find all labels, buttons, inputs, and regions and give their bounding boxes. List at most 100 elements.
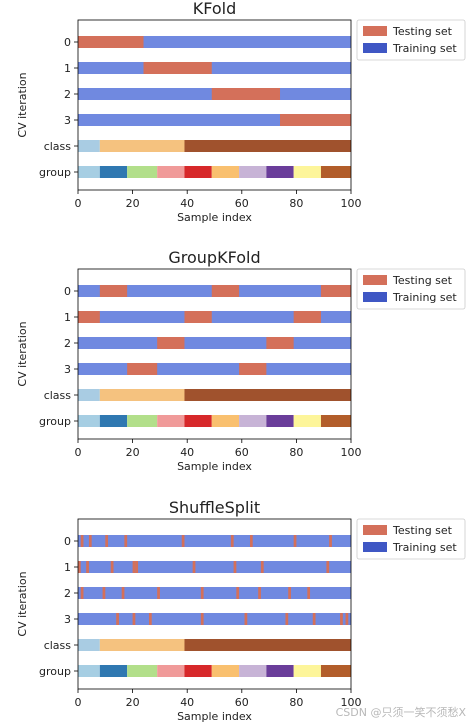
test-segment bbox=[78, 36, 144, 48]
legend-swatch bbox=[363, 525, 387, 535]
class-segment bbox=[99, 140, 185, 152]
test-segment bbox=[132, 613, 136, 625]
y-tick-label: 3 bbox=[64, 363, 71, 376]
y-tick-label: 2 bbox=[64, 587, 71, 600]
class-segment bbox=[78, 639, 100, 651]
test-segment bbox=[192, 561, 196, 573]
train-bar bbox=[78, 535, 351, 547]
panel-1: KFold 0 1 2 3 class group 0 20 40 60 80 100 Sample in… bbox=[16, 0, 466, 224]
x-tick-label: 80 bbox=[289, 696, 303, 709]
panel-3: ShuffleSplit 0 1 2 3 class group 0 20 40 60 80 100 Sa… bbox=[16, 498, 466, 723]
panel-2: GroupKFold 0 1 2 3 class group 0 20 40 60 80 100 Samp… bbox=[16, 248, 466, 473]
test-segment bbox=[258, 587, 261, 599]
group-segment bbox=[266, 415, 294, 427]
y-tick-label: class bbox=[44, 639, 72, 652]
group-segment bbox=[78, 166, 100, 178]
x-tick-label: 20 bbox=[126, 446, 140, 459]
test-segment bbox=[280, 114, 351, 126]
group-segment bbox=[99, 415, 128, 427]
group-segment bbox=[320, 415, 351, 427]
legend: Testing set Training set bbox=[356, 268, 466, 310]
legend-label: Testing set bbox=[392, 25, 453, 38]
legend-swatch bbox=[363, 275, 387, 285]
group-segment bbox=[99, 166, 128, 178]
train-bar bbox=[78, 363, 351, 375]
y-tick-label: 3 bbox=[64, 613, 71, 626]
test-segment bbox=[340, 613, 343, 625]
group-segment bbox=[184, 415, 212, 427]
x-tick-label: 80 bbox=[289, 446, 303, 459]
x-axis-label: Sample index bbox=[177, 710, 252, 723]
test-segment bbox=[78, 561, 81, 573]
test-segment bbox=[211, 285, 240, 297]
group-segment bbox=[127, 415, 158, 427]
y-tick-label: 2 bbox=[64, 88, 71, 101]
group-segment bbox=[184, 665, 212, 677]
group-segment bbox=[320, 166, 351, 178]
class-segment bbox=[78, 140, 100, 152]
y-tick-label: class bbox=[44, 140, 72, 153]
y-tick-label: 2 bbox=[64, 337, 71, 350]
x-tick-label: 40 bbox=[180, 197, 194, 210]
x-tick-label: 20 bbox=[126, 696, 140, 709]
class-segment bbox=[184, 639, 351, 651]
train-bar bbox=[78, 36, 351, 48]
test-segment bbox=[116, 613, 119, 625]
test-segment bbox=[200, 587, 204, 599]
group-segment bbox=[266, 665, 294, 677]
x-axis-label: Sample index bbox=[177, 211, 252, 224]
x-tick-label: 0 bbox=[75, 446, 82, 459]
test-segment bbox=[293, 311, 321, 323]
group-segment bbox=[293, 665, 321, 677]
test-segment bbox=[135, 561, 139, 573]
test-segment bbox=[288, 587, 291, 599]
test-segment bbox=[80, 587, 84, 599]
group-segment bbox=[293, 415, 321, 427]
test-segment bbox=[230, 535, 234, 547]
x-axis-label: Sample index bbox=[177, 460, 252, 473]
y-tick-label: 1 bbox=[64, 561, 71, 574]
x-tick-label: 20 bbox=[126, 197, 140, 210]
chart-title: GroupKFold bbox=[168, 248, 260, 267]
train-bar bbox=[78, 311, 351, 323]
y-tick-label: group bbox=[39, 415, 71, 428]
class-segment bbox=[99, 389, 185, 401]
test-segment bbox=[260, 561, 264, 573]
legend-swatch bbox=[363, 43, 387, 53]
test-segment bbox=[293, 535, 297, 547]
group-segment bbox=[239, 415, 267, 427]
y-tick-label: 0 bbox=[64, 535, 71, 548]
group-segment bbox=[211, 665, 240, 677]
test-segment bbox=[345, 613, 349, 625]
watermark: CSDN @只须一笑不须愁X bbox=[335, 706, 466, 719]
test-segment bbox=[110, 561, 114, 573]
legend-label: Training set bbox=[392, 291, 457, 304]
x-tick-label: 60 bbox=[235, 446, 249, 459]
test-segment bbox=[78, 311, 100, 323]
test-segment bbox=[329, 535, 332, 547]
x-tick-label: 0 bbox=[75, 696, 82, 709]
test-segment bbox=[102, 587, 106, 599]
group-segment bbox=[320, 665, 351, 677]
x-tick-label: 100 bbox=[341, 446, 362, 459]
legend: Testing set Training set bbox=[356, 19, 466, 61]
test-segment bbox=[88, 535, 92, 547]
test-segment bbox=[184, 311, 212, 323]
group-segment bbox=[78, 665, 100, 677]
axes-frame bbox=[77, 518, 352, 690]
y-tick-label: 1 bbox=[64, 311, 71, 324]
test-segment bbox=[105, 535, 109, 547]
group-segment bbox=[99, 665, 128, 677]
test-segment bbox=[236, 587, 240, 599]
test-segment bbox=[143, 62, 212, 74]
test-segment bbox=[99, 285, 128, 297]
x-tick-label: 40 bbox=[180, 696, 194, 709]
y-tick-label: 3 bbox=[64, 114, 71, 127]
class-segment bbox=[184, 140, 351, 152]
axes-frame bbox=[77, 19, 352, 191]
x-tick-label: 60 bbox=[235, 197, 249, 210]
test-segment bbox=[244, 613, 248, 625]
test-segment bbox=[86, 561, 89, 573]
group-segment bbox=[266, 166, 294, 178]
